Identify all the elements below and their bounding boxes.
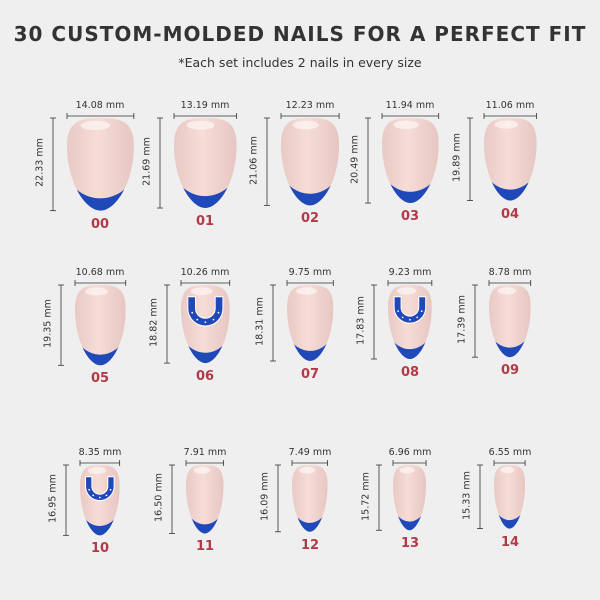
- nail-length-label: 19.35 mm: [42, 299, 54, 349]
- nail-french-tip: [292, 465, 328, 532]
- width-dimension-arrow: [280, 113, 340, 119]
- nail-width-label: 7.49 mm: [288, 447, 332, 458]
- length-dimension-arrow: [477, 464, 484, 530]
- width-dimension-arrow: [291, 460, 329, 466]
- nail-width-label: 7.91 mm: [183, 447, 227, 458]
- nail-length-label: 22.33 mm: [34, 138, 46, 188]
- length-dimension-arrow: [364, 117, 371, 204]
- nail-width-label: 9.23 mm: [388, 267, 432, 278]
- nail-width-label: 6.96 mm: [388, 447, 432, 458]
- width-dimension-arrow: [79, 460, 121, 466]
- nail-size-number: 10: [90, 541, 110, 557]
- width-dimension-arrow: [494, 460, 526, 466]
- page-title: 30 CUSTOM-MOLDED NAILS FOR A PERFECT FIT: [13, 22, 587, 46]
- length-dimension-arrow: [466, 117, 473, 201]
- nail-size-number: 07: [300, 366, 320, 382]
- nail-with-horseshoe-logo: [180, 285, 230, 364]
- width-dimension-arrow: [66, 113, 134, 119]
- nail-length-label: 16.50 mm: [153, 473, 165, 523]
- width-dimension-arrow: [180, 280, 230, 286]
- nail-width-label: 12.23 mm: [285, 100, 335, 111]
- length-dimension-arrow: [57, 284, 64, 366]
- width-dimension-arrow: [286, 280, 334, 286]
- nail-size-number: 02: [300, 211, 320, 227]
- length-dimension-arrow: [371, 284, 378, 360]
- nail-length-label: 16.09 mm: [259, 472, 271, 522]
- nail-french-tip: [381, 118, 439, 204]
- length-dimension-arrow: [263, 117, 270, 206]
- width-dimension-arrow: [483, 113, 537, 119]
- nail-length-label: 18.82 mm: [148, 298, 160, 347]
- nail-size-number: 11: [195, 539, 215, 555]
- nail-with-horseshoe-logo: [80, 465, 120, 536]
- nail-size-number: 14: [500, 534, 520, 550]
- nail-length-label: 18.31 mm: [254, 297, 266, 346]
- nail-french-tip: [186, 465, 224, 534]
- length-dimension-arrow: [376, 464, 383, 531]
- nail-french-tip: [483, 118, 537, 201]
- nail-french-tip: [489, 285, 531, 358]
- nail-size-number: 04: [500, 206, 520, 222]
- length-dimension-arrow: [269, 284, 276, 362]
- nail-french-tip: [280, 118, 340, 206]
- length-dimension-arrow: [275, 464, 282, 533]
- nail-size-number: 00: [90, 216, 110, 232]
- nail-french-tip: [494, 465, 526, 529]
- width-dimension-arrow: [393, 460, 427, 466]
- nail-length-label: 20.49 mm: [349, 134, 361, 184]
- page-subtitle: *Each set includes 2 nails in every size: [178, 55, 422, 70]
- nail-size-number: 09: [500, 363, 520, 379]
- nail-length-label: 17.39 mm: [456, 295, 468, 344]
- nail-french-tip: [173, 118, 237, 208]
- length-dimension-arrow: [163, 284, 170, 364]
- nail-length-label: 15.72 mm: [360, 471, 372, 521]
- nail-width-label: 10.68 mm: [75, 267, 125, 278]
- width-dimension-arrow: [387, 280, 433, 286]
- width-dimension-arrow: [488, 280, 532, 286]
- length-dimension-arrow: [63, 464, 70, 536]
- nail-width-label: 11.94 mm: [385, 100, 435, 111]
- width-dimension-arrow: [185, 460, 225, 466]
- nail-size-number: 01: [195, 214, 215, 229]
- nail-size-number: 13: [400, 536, 420, 552]
- nail-width-label: 13.19 mm: [180, 100, 230, 111]
- nail-length-label: 21.06 mm: [248, 135, 260, 185]
- length-dimension-arrow: [169, 464, 176, 534]
- nail-length-label: 21.69 mm: [141, 137, 153, 186]
- nail-with-horseshoe-logo: [388, 285, 432, 359]
- nail-french-tip: [393, 465, 427, 531]
- nail-size-number: 05: [90, 371, 110, 387]
- nail-width-label: 11.06 mm: [485, 100, 535, 111]
- width-dimension-arrow: [74, 280, 126, 286]
- nail-size-number: 06: [195, 369, 215, 385]
- nail-width-label: 14.08 mm: [75, 100, 125, 111]
- nail-length-label: 19.89 mm: [451, 133, 463, 183]
- nail-size-number: 03: [400, 209, 420, 225]
- nail-french-tip: [66, 118, 134, 211]
- length-dimension-arrow: [49, 117, 56, 212]
- nail-french-tip: [286, 285, 334, 361]
- nail-length-label: 16.95 mm: [47, 474, 59, 524]
- nail-width-label: 8.78 mm: [488, 267, 532, 278]
- nail-length-label: 17.83 mm: [355, 296, 367, 345]
- nail-french-tip: [74, 285, 126, 366]
- nail-width-label: 6.55 mm: [488, 447, 532, 458]
- nail-width-label: 8.35 mm: [78, 447, 122, 458]
- nail-size-number: 08: [400, 364, 420, 380]
- width-dimension-arrow: [381, 113, 439, 119]
- nail-width-label: 10.26 mm: [180, 267, 230, 278]
- nail-length-label: 15.33 mm: [461, 470, 473, 520]
- length-dimension-arrow: [156, 117, 163, 209]
- length-dimension-arrow: [472, 284, 479, 358]
- nail-width-label: 9.75 mm: [288, 267, 332, 278]
- width-dimension-arrow: [173, 113, 237, 119]
- nail-size-number: 12: [300, 537, 320, 553]
